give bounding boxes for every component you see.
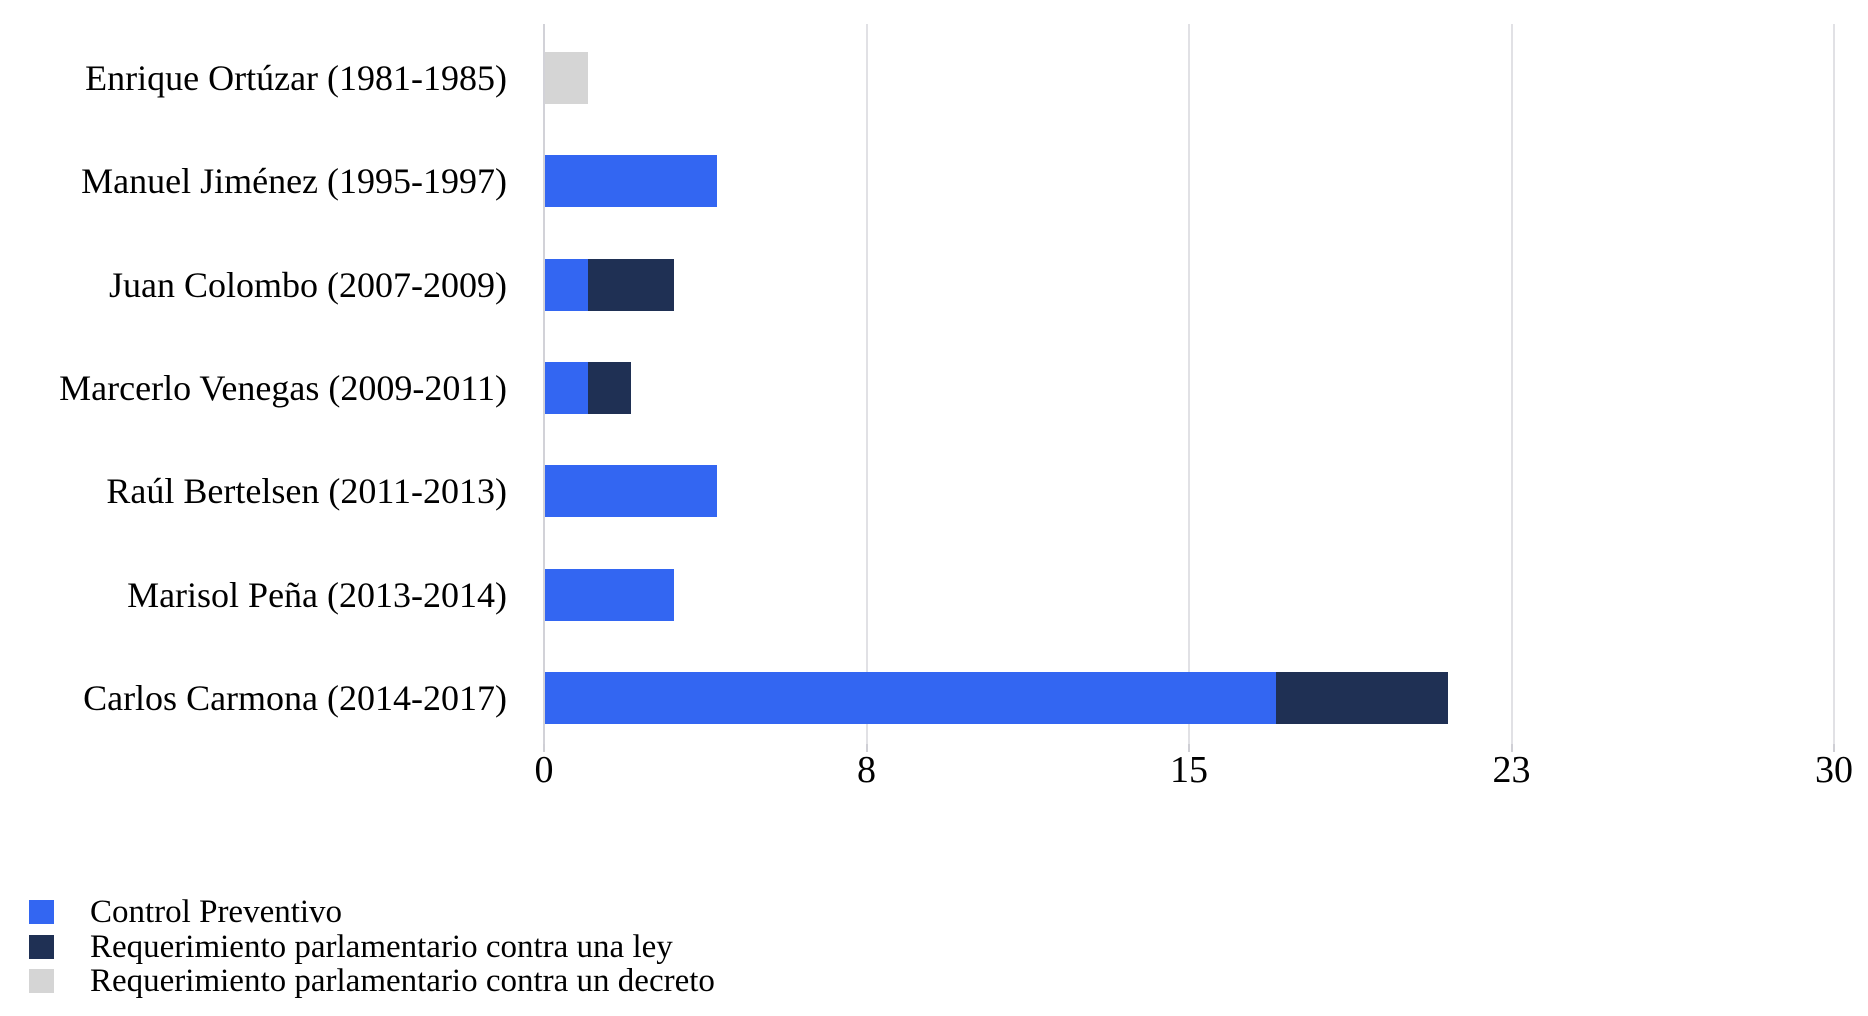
legend-swatch-requerimiento-decreto: [29, 969, 54, 994]
x-axis-tick: [1188, 744, 1190, 752]
x-axis-tick-label: 8: [857, 749, 876, 791]
x-axis-tick-label: 0: [534, 749, 554, 791]
bar-segment: [545, 52, 588, 104]
legend-label: Control Preventivo: [90, 894, 343, 931]
gridline: [865, 24, 868, 746]
gridline: [1188, 24, 1190, 746]
category-label: Carlos Carmona (2014-2017): [83, 677, 507, 718]
y-axis-line: [543, 24, 545, 746]
category-label: Raúl Bertelsen (2011-2013): [106, 471, 507, 512]
bar-segment: [545, 361, 588, 414]
x-axis-tick-label: 15: [1170, 749, 1208, 791]
legend: Control Preventivo Requerimiento parlame…: [29, 895, 715, 999]
bar-segment: [588, 258, 674, 311]
legend-item-requerimiento-decreto: Requerimiento parlamentario contra un de…: [29, 964, 715, 999]
gridline: [1833, 24, 1835, 746]
legend-item-requerimiento-ley: Requerimiento parlamentario contra una l…: [29, 930, 715, 965]
category-label: Marcerlo Venegas (2009-2011): [59, 367, 507, 408]
category-label: Manuel Jiménez (1995-1997): [81, 161, 507, 202]
legend-item-control-preventivo: Control Preventivo: [29, 895, 715, 930]
x-axis-tick: [865, 744, 868, 752]
bar-segment: [545, 465, 717, 518]
bar-segment: [545, 671, 1276, 724]
legend-swatch-requerimiento-ley: [29, 934, 54, 959]
legend-label: Requerimiento parlamentario contra una l…: [90, 928, 673, 965]
bar-segment: [545, 155, 717, 208]
bar-segment: [1276, 671, 1448, 724]
legend-swatch-control-preventivo: [29, 900, 54, 925]
bar-segment: [545, 258, 588, 311]
legend-label: Requerimiento parlamentario contra un de…: [90, 963, 715, 1000]
x-axis-tick: [1833, 744, 1835, 752]
bar-segment: [545, 568, 674, 621]
bar-segment: [588, 361, 631, 414]
gridline: [1510, 24, 1513, 746]
x-axis-tick: [1510, 744, 1513, 752]
category-label: Enrique Ortúzar (1981-1985): [85, 58, 507, 98]
x-axis-tick: [543, 744, 545, 752]
category-label: Marisol Peña (2013-2014): [127, 574, 507, 615]
x-axis-tick-label: 30: [1815, 749, 1853, 791]
x-axis-tick-label: 23: [1492, 749, 1531, 791]
category-label: Juan Colombo (2007-2009): [109, 264, 507, 305]
